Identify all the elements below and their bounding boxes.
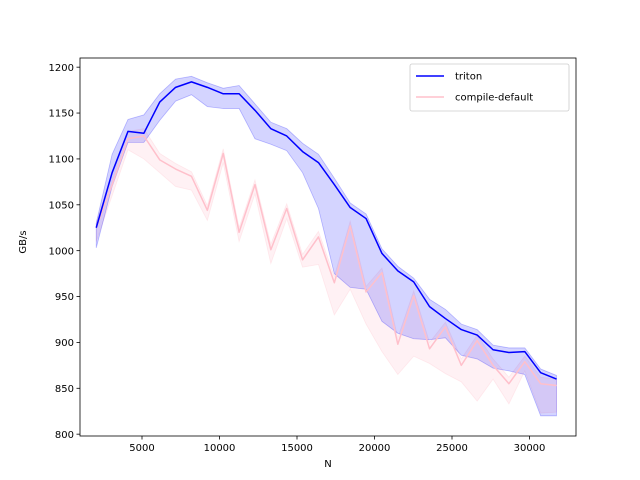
legend-label-compile-default: compile-default: [455, 93, 533, 104]
y-tick-label: 1000: [49, 246, 74, 257]
x-tick-label: 15000: [281, 443, 313, 454]
x-tick-label: 5000: [129, 443, 154, 454]
x-tick-label: 25000: [436, 443, 468, 454]
series-lines: [95, 81, 557, 387]
x-axis-label: N: [324, 459, 331, 470]
y-tick-label: 1150: [49, 109, 74, 120]
axes: 5000 10000 15000 20000 25000 30000 800 850 900 95…: [49, 57, 577, 454]
y-tick-label: 900: [55, 338, 74, 349]
legend-box: [409, 63, 570, 112]
band-compile-default: [95, 128, 557, 414]
band-triton: [95, 75, 557, 417]
plot-frame: [79, 57, 577, 437]
x-tick-label: 30000: [514, 443, 546, 454]
x-tick-label: 10000: [204, 443, 236, 454]
y-axis-label: GB/s: [18, 230, 29, 253]
series-line-compile-default: [95, 135, 557, 387]
y-tick-label: 800: [55, 430, 74, 441]
y-tick-label: 950: [55, 292, 74, 303]
x-tick-label: 20000: [359, 443, 391, 454]
y-tick-label: 1050: [49, 200, 74, 211]
y-tick-label: 1200: [49, 63, 74, 74]
legend: triton compile-default: [409, 63, 570, 112]
y-tick-label: 850: [55, 384, 74, 395]
y-tick-label: 1100: [49, 155, 74, 166]
series-line-triton: [95, 81, 557, 380]
legend-label-triton: triton: [455, 72, 482, 83]
confidence-bands: [95, 75, 557, 417]
